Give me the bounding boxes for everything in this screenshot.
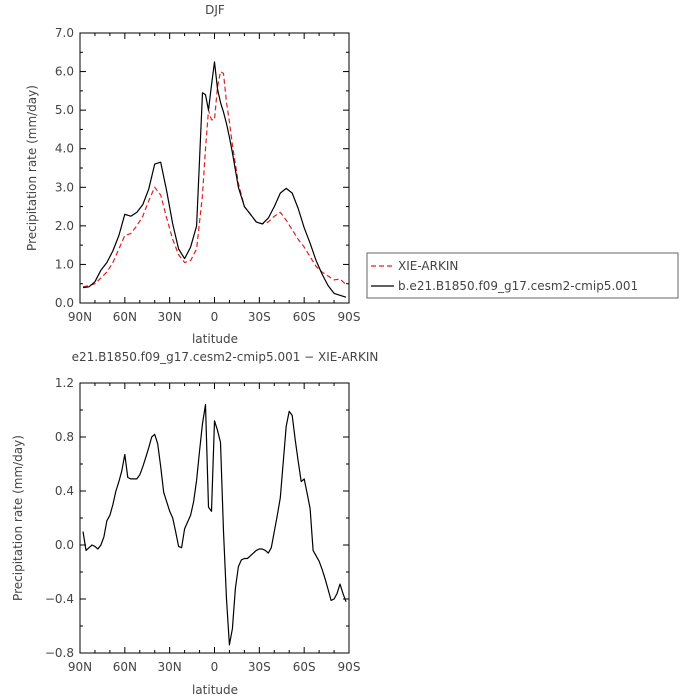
top-ytick-label: 5.0 xyxy=(55,103,74,117)
bottom-x-axis-label: latitude xyxy=(192,683,238,697)
top-ytick-label: 1.0 xyxy=(55,257,74,271)
top-x-axis-label: latitude xyxy=(192,332,238,346)
bottom-y-tick-labels: −0.8 −0.4 0.0 0.4 0.8 1.2 xyxy=(45,376,74,660)
top-xtick-label: 90N xyxy=(68,310,92,324)
bottom-xtick-label: 30S xyxy=(248,660,271,674)
bottom-ytick-label: 0.0 xyxy=(55,538,74,552)
bottom-xtick-label: 30N xyxy=(158,660,182,674)
top-xtick-label: 30S xyxy=(248,310,271,324)
top-ytick-label: 3.0 xyxy=(55,180,74,194)
top-chart-title: DJF xyxy=(205,3,225,17)
top-y-tick-labels: 0.0 1.0 2.0 3.0 4.0 5.0 6.0 7.0 xyxy=(55,26,74,310)
bottom-ticks xyxy=(79,382,350,654)
bottom-ytick-label: 0.8 xyxy=(55,430,74,444)
top-xtick-label: 60S xyxy=(293,310,316,324)
top-ticks xyxy=(79,32,350,304)
top-panel: DJF 0.0 1.0 2.0 3.0 4.0 5.0 6.0 7.0 90N 60N 30N 0 3… xyxy=(25,3,360,346)
bottom-ytick-label: −0.8 xyxy=(45,646,74,660)
bottom-ytick-label: 0.4 xyxy=(55,484,74,498)
top-ytick-label: 2.0 xyxy=(55,219,74,233)
top-xtick-label: 0 xyxy=(211,310,219,324)
top-xtick-label: 90S xyxy=(338,310,361,324)
bottom-panel: e21.B1850.f09_g17.cesm2-cmip5.001 − XIE-… xyxy=(11,350,378,697)
top-xtick-label: 60N xyxy=(113,310,137,324)
top-series xyxy=(82,61,347,298)
bottom-xtick-label: 90N xyxy=(68,660,92,674)
bottom-series-line-0 xyxy=(82,404,347,646)
legend-box xyxy=(366,252,679,299)
top-ytick-label: 4.0 xyxy=(55,142,74,156)
legend-entry-cesm2: b.e21.B1850.f09_g17.cesm2-cmip5.001 xyxy=(398,279,638,293)
bottom-ytick-label: −0.4 xyxy=(45,592,74,606)
top-ytick-label: 6.0 xyxy=(55,65,74,79)
bottom-xtick-label: 0 xyxy=(211,660,219,674)
top-y-axis-label: Precipitation rate (mm/day) xyxy=(25,85,39,251)
bottom-x-tick-labels: 90N 60N 30N 0 30S 60S 90S xyxy=(68,660,361,674)
bottom-xtick-label: 60S xyxy=(293,660,316,674)
top-plot-frame xyxy=(79,32,350,304)
top-series-line-0 xyxy=(82,70,347,288)
top-ytick-label: 7.0 xyxy=(55,26,74,40)
top-ytick-label: 0.0 xyxy=(55,296,74,310)
bottom-chart-title: e21.B1850.f09_g17.cesm2-cmip5.001 − XIE-… xyxy=(72,350,379,364)
top-series-line-1 xyxy=(82,61,347,298)
bottom-series xyxy=(82,404,347,646)
top-x-tick-labels: 90N 60N 30N 0 30S 60S 90S xyxy=(68,310,361,324)
legend-entry-xie-arkin: XIE-ARKIN xyxy=(398,259,458,273)
bottom-xtick-label: 60N xyxy=(113,660,137,674)
legend: XIE-ARKIN b.e21.B1850.f09_g17.cesm2-cmip… xyxy=(366,252,679,299)
bottom-xtick-label: 90S xyxy=(338,660,361,674)
bottom-y-axis-label: Precipitation rate (mm/day) xyxy=(11,435,25,601)
bottom-ytick-label: 1.2 xyxy=(55,376,74,390)
top-xtick-label: 30N xyxy=(158,310,182,324)
